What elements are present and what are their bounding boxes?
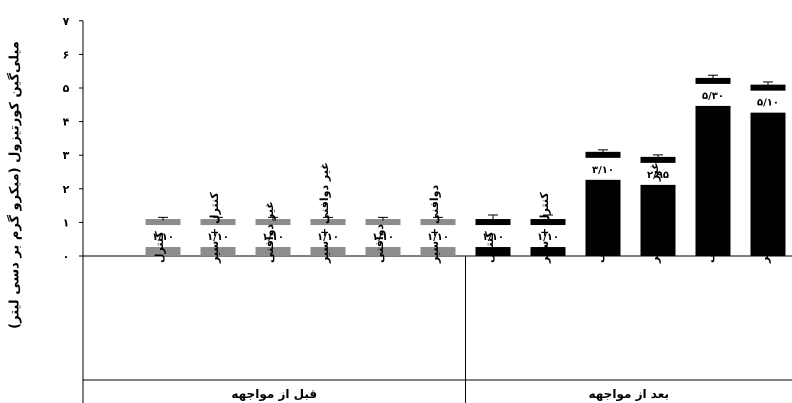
data-label: ۵/۳۰ <box>702 91 724 102</box>
category-label: غیر دوافنی + سیر <box>318 162 331 264</box>
category-label: کنترل + سیر <box>208 192 221 264</box>
category-label: دوافنی + سیر <box>428 185 441 264</box>
data-label: ۱/۱۰ <box>262 232 284 243</box>
data-label: ۳/۱۰ <box>592 165 614 176</box>
category-label: غیر دوافنی + سیر <box>648 162 661 264</box>
bar-label-band <box>145 225 181 248</box>
bar-label-band <box>530 225 566 248</box>
data-label: ۱/۱۰ <box>482 232 504 243</box>
bar-label-band <box>200 225 236 248</box>
bar-label-band <box>640 162 676 185</box>
y-tick-label: ۴ <box>63 116 70 129</box>
y-tick-label: ۵ <box>63 82 70 95</box>
y-tick-label: ۲ <box>63 183 70 196</box>
category-label: دوافنی + سیر <box>758 185 771 264</box>
group-label: قبل از مواجهه <box>231 387 317 402</box>
y-tick-label: ۶ <box>63 48 70 61</box>
bar-label-band <box>695 83 731 106</box>
data-label: ۱/۱۰ <box>207 232 229 243</box>
data-label: ۱/۱۰ <box>152 232 174 243</box>
category-label: دوافنی <box>373 224 386 263</box>
bar-label-band <box>365 225 401 248</box>
y-tick-label: ۱ <box>63 216 70 229</box>
data-label: ۲/۹۵ <box>647 170 669 181</box>
bar-label-band <box>310 225 346 248</box>
category-label: کنترل <box>483 231 496 263</box>
bar-label-band <box>255 225 291 248</box>
bar-label-band <box>585 157 621 180</box>
bar <box>695 77 731 256</box>
category-label: کنترل + سیر <box>538 192 551 264</box>
data-label: ۱/۱۰ <box>317 232 339 243</box>
data-label: ۱/۱۰ <box>427 232 449 243</box>
category-label: غیر دوافنی <box>263 201 276 263</box>
bar <box>750 84 786 256</box>
category-label: کنترل <box>153 231 166 263</box>
category-label: دوافنی <box>703 224 716 263</box>
group-label: بعد از مواجهه <box>588 387 669 402</box>
y-tick-label: ۳ <box>63 149 70 162</box>
data-label: ۱/۱۰ <box>537 232 559 243</box>
bar-label-band <box>420 225 456 248</box>
y-tick-label: ۷ <box>63 15 70 28</box>
bar-label-band <box>750 90 786 113</box>
category-label: غیر دوافنی <box>593 201 606 263</box>
data-label: ۵/۱۰ <box>757 98 779 109</box>
bar-label-band <box>475 225 511 248</box>
data-label: ۱/۱۰ <box>372 232 394 243</box>
y-tick-label: ۰ <box>63 250 70 263</box>
